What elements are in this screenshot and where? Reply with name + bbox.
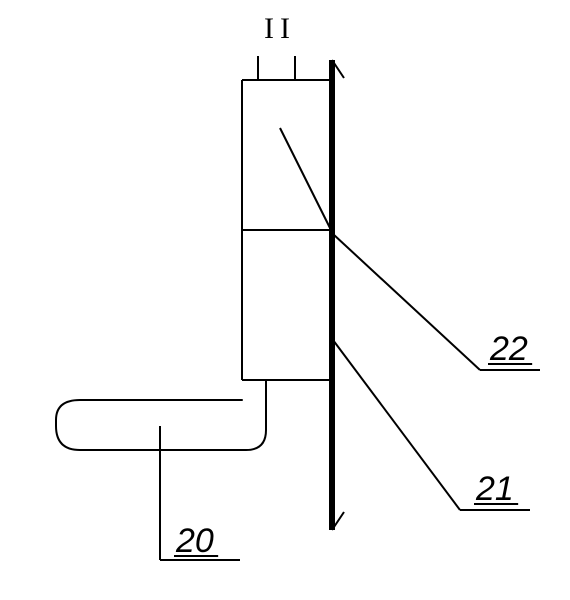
label-21: 21 bbox=[475, 470, 514, 508]
figure-title: II bbox=[264, 12, 296, 45]
label-22: 22 bbox=[489, 330, 528, 368]
label-20: 20 bbox=[175, 522, 214, 560]
